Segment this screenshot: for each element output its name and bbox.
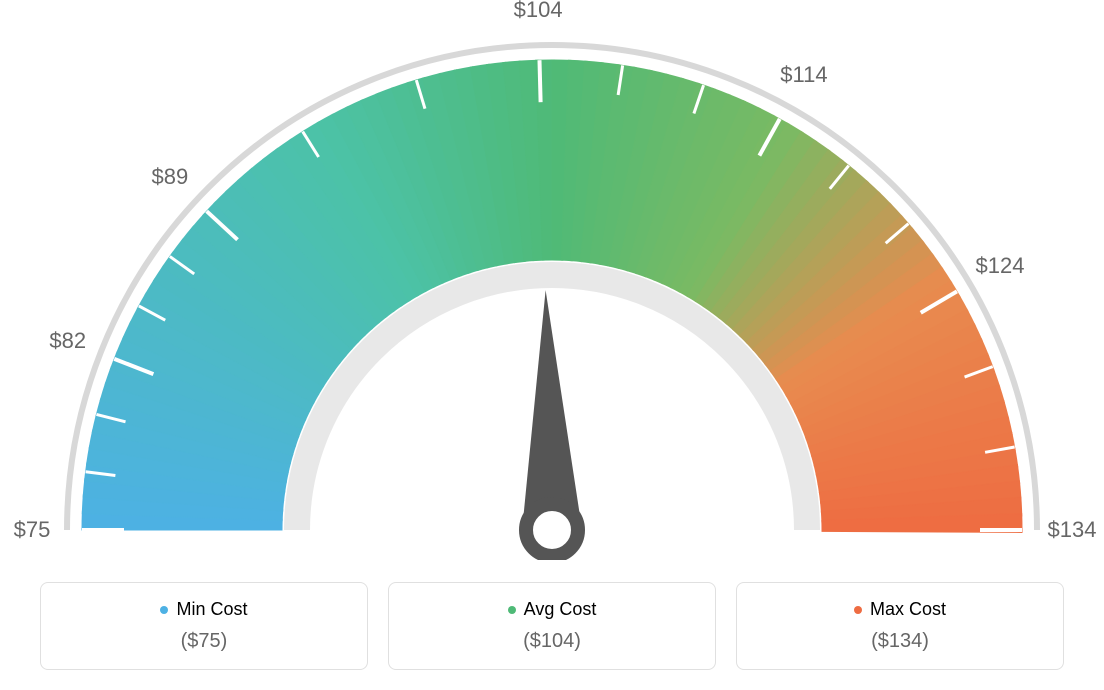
gauge-chart: [0, 0, 1104, 560]
legend-row: Min Cost ($75) Avg Cost ($104) Max Cost …: [40, 582, 1064, 670]
legend-title-min: Min Cost: [160, 599, 247, 620]
gauge-tick-label: $75: [14, 517, 51, 543]
gauge-tick-label: $89: [152, 164, 189, 190]
legend-title-max: Max Cost: [854, 599, 946, 620]
gauge-tick-label: $104: [514, 0, 563, 23]
gauge-tick-label: $134: [1048, 517, 1097, 543]
legend-value-min: ($75): [51, 630, 357, 653]
legend-dot-min: [160, 606, 168, 614]
legend-value-max: ($134): [747, 630, 1053, 653]
legend-dot-avg: [508, 606, 516, 614]
legend-label-max: Max Cost: [870, 599, 946, 620]
legend-card-avg: Avg Cost ($104): [388, 582, 716, 670]
legend-card-min: Min Cost ($75): [40, 582, 368, 670]
gauge-container: $75 $82 $89 $104 $114 $124 $134: [0, 0, 1104, 560]
legend-title-avg: Avg Cost: [508, 599, 597, 620]
legend-card-max: Max Cost ($134): [736, 582, 1064, 670]
legend-label-avg: Avg Cost: [524, 599, 597, 620]
legend-value-avg: ($104): [399, 630, 705, 653]
gauge-tick-label: $124: [976, 253, 1025, 279]
legend-dot-max: [854, 606, 862, 614]
gauge-tick-label: $82: [49, 328, 86, 354]
gauge-tick-label: $114: [780, 62, 827, 88]
legend-label-min: Min Cost: [176, 599, 247, 620]
